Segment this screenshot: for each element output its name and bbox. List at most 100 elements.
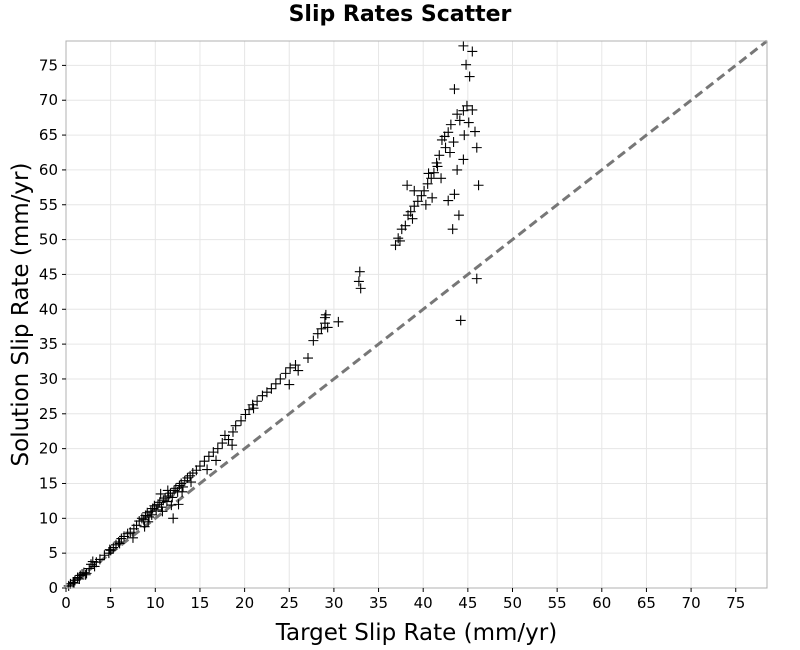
- data-point: [407, 213, 418, 224]
- data-point: [173, 499, 184, 510]
- y-tick-label: 20: [39, 440, 58, 458]
- data-point: [227, 440, 238, 451]
- data-point: [252, 396, 263, 407]
- data-point: [280, 368, 291, 379]
- x-tick-label: 10: [146, 594, 165, 612]
- chart-title: Slip Rates Scatter: [288, 2, 512, 27]
- data-point: [452, 109, 463, 120]
- data-point: [454, 115, 465, 126]
- data-point: [69, 578, 80, 589]
- data-point: [194, 461, 205, 472]
- data-point: [390, 240, 401, 251]
- y-tick-label: 35: [39, 335, 58, 353]
- data-point: [122, 528, 133, 539]
- data-point: [428, 167, 439, 178]
- data-point: [230, 420, 241, 431]
- data-point: [127, 532, 138, 543]
- data-point: [427, 192, 438, 203]
- y-tick-label: 5: [48, 544, 58, 562]
- data-point: [89, 561, 100, 572]
- y-tick-label: 75: [39, 56, 58, 74]
- data-point: [402, 180, 413, 191]
- data-point: [412, 196, 423, 207]
- data-point: [400, 220, 411, 231]
- y-tick-label: 45: [39, 265, 58, 283]
- data-point: [308, 335, 319, 346]
- data-point: [440, 142, 451, 153]
- x-tick-label: 40: [414, 594, 433, 612]
- data-point: [227, 426, 238, 437]
- data-point: [293, 365, 304, 376]
- data-point: [423, 168, 434, 179]
- data-point: [212, 443, 223, 454]
- data-point: [394, 235, 405, 246]
- data-point: [114, 538, 125, 549]
- data-point: [469, 126, 480, 137]
- y-tick-label: 0: [48, 579, 58, 597]
- x-tick-label: 5: [106, 594, 116, 612]
- x-tick-label: 70: [682, 594, 701, 612]
- data-point: [162, 485, 173, 496]
- data-point: [439, 131, 450, 142]
- data-point: [177, 486, 188, 497]
- y-tick-label: 40: [39, 300, 58, 318]
- x-tick-label: 55: [548, 594, 567, 612]
- data-point: [353, 276, 364, 287]
- data-point: [443, 195, 454, 206]
- data-point: [155, 488, 166, 499]
- data-point: [473, 180, 484, 191]
- data-point: [467, 46, 478, 57]
- data-point: [422, 178, 433, 189]
- data-point: [452, 164, 463, 175]
- x-tick-label: 15: [190, 594, 209, 612]
- data-point: [177, 481, 188, 492]
- y-tick-label: 10: [39, 509, 58, 527]
- data-point: [270, 378, 281, 389]
- x-tick-label: 65: [637, 594, 656, 612]
- x-tick-label: 75: [726, 594, 745, 612]
- y-tick-labels: 0 5 10 15 20 25 30 35 40 45 50 55 60 65 70 75: [39, 56, 66, 597]
- data-point: [202, 464, 213, 475]
- data-point: [471, 273, 482, 284]
- y-tick-label: 50: [39, 231, 58, 249]
- data-point: [157, 506, 168, 517]
- data-point: [146, 509, 157, 520]
- data-point: [144, 511, 155, 522]
- data-point: [436, 173, 447, 184]
- data-point: [320, 309, 331, 320]
- data-point: [68, 577, 79, 588]
- data-point: [444, 147, 455, 158]
- data-point: [467, 104, 478, 115]
- x-tick-label: 30: [324, 594, 343, 612]
- data-point: [458, 40, 469, 51]
- data-point: [420, 199, 431, 210]
- data-point: [354, 266, 365, 277]
- data-point: [303, 353, 314, 364]
- x-tick-label: 45: [458, 594, 477, 612]
- data-point: [284, 379, 295, 390]
- x-tick-label: 20: [235, 594, 254, 612]
- data-point: [459, 130, 470, 141]
- data-point: [463, 117, 474, 128]
- data-point: [426, 173, 437, 184]
- data-point: [333, 316, 344, 327]
- data-point: [458, 154, 469, 165]
- x-axis-title: Target Slip Rate (mm/yr): [275, 620, 557, 646]
- y-tick-label: 15: [39, 474, 58, 492]
- data-point: [448, 137, 459, 148]
- x-tick-label: 60: [592, 594, 611, 612]
- y-axis-title: Solution Slip Rate (mm/yr): [8, 163, 34, 467]
- data-point: [266, 383, 277, 394]
- data-points: [63, 40, 484, 591]
- data-point: [217, 438, 228, 449]
- data-point: [275, 373, 286, 384]
- data-point: [393, 233, 404, 244]
- data-point: [409, 185, 420, 196]
- data-point: [168, 513, 179, 524]
- data-point: [447, 224, 458, 235]
- data-point: [81, 568, 92, 579]
- reference-line: [65, 39, 768, 590]
- data-point: [455, 315, 466, 326]
- data-point: [131, 520, 142, 531]
- data-point: [285, 362, 296, 373]
